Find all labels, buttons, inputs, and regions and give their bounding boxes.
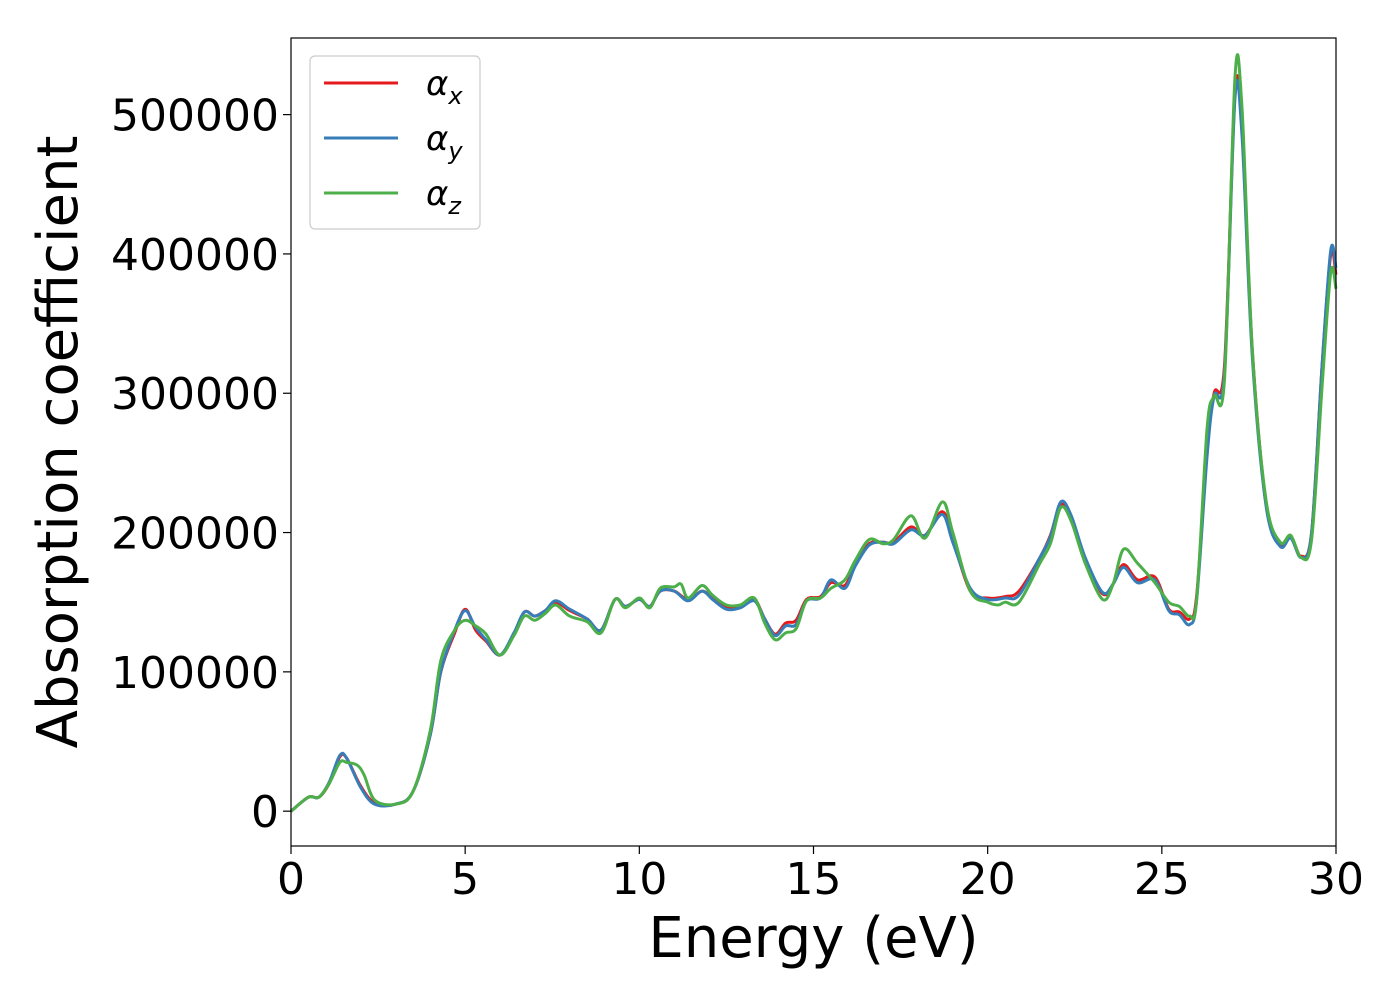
x-axis-title: Energy (eV) bbox=[648, 906, 978, 971]
legend-box bbox=[309, 55, 481, 230]
series-layer bbox=[290, 53, 1338, 813]
y-tick-label: 400000 bbox=[111, 230, 279, 281]
x-tick-label: 25 bbox=[1134, 854, 1190, 905]
y-tick-label: 300000 bbox=[111, 369, 279, 420]
series-line-y bbox=[290, 79, 1338, 813]
y-tick-label: 0 bbox=[251, 787, 279, 838]
x-axis: 0 5 10 15 20 25 30 bbox=[277, 846, 1364, 905]
x-tick-label: 30 bbox=[1308, 854, 1364, 905]
y-axis: 0 100000 200000 300000 400000 500000 bbox=[111, 91, 291, 838]
x-tick-label: 0 bbox=[277, 854, 305, 905]
y-axis-title: Absorption coefficient bbox=[26, 136, 91, 749]
x-tick-label: 5 bbox=[451, 854, 479, 905]
y-tick-label: 100000 bbox=[111, 648, 279, 699]
series-line-z bbox=[290, 53, 1338, 813]
y-tick-label: 500000 bbox=[111, 91, 279, 142]
x-tick-label: 20 bbox=[960, 854, 1016, 905]
x-tick-label: 15 bbox=[786, 854, 842, 905]
x-tick-label: 10 bbox=[611, 854, 667, 905]
y-tick-label: 200000 bbox=[111, 509, 279, 560]
